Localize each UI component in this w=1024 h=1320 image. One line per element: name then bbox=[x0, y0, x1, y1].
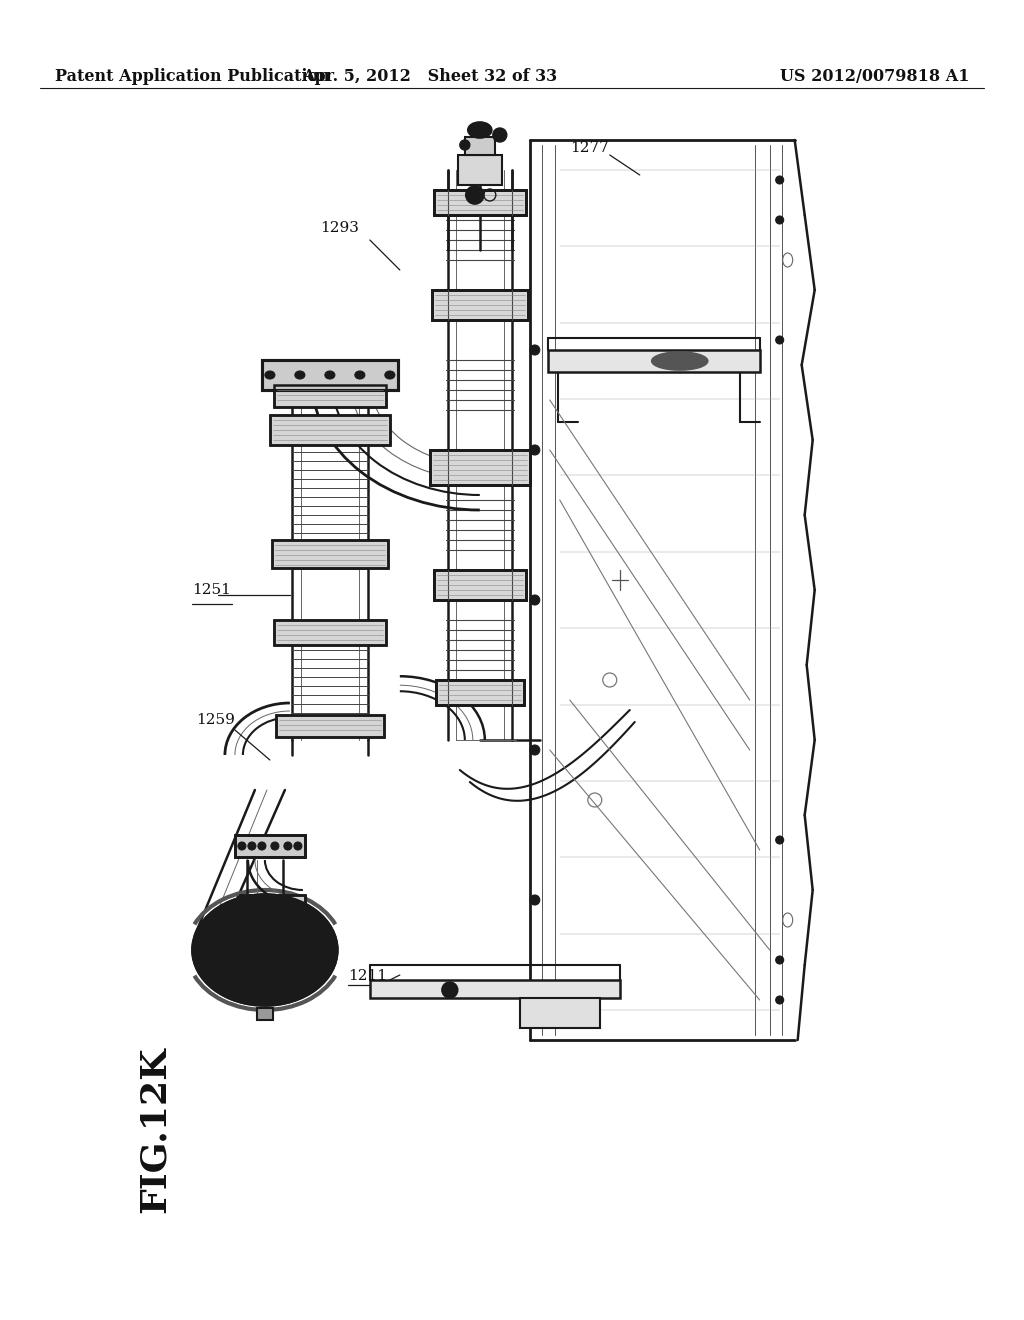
Bar bbox=[432, 290, 527, 319]
Bar bbox=[436, 680, 524, 705]
Text: 1293: 1293 bbox=[319, 220, 358, 235]
Bar bbox=[257, 1008, 272, 1020]
Ellipse shape bbox=[468, 121, 492, 139]
Text: Apr. 5, 2012   Sheet 32 of 33: Apr. 5, 2012 Sheet 32 of 33 bbox=[302, 69, 557, 84]
Bar bbox=[262, 360, 398, 389]
Ellipse shape bbox=[651, 352, 708, 370]
Bar bbox=[275, 715, 384, 737]
Ellipse shape bbox=[776, 956, 783, 964]
Bar bbox=[275, 715, 384, 737]
Bar bbox=[432, 290, 527, 319]
Ellipse shape bbox=[776, 836, 783, 843]
Ellipse shape bbox=[385, 371, 395, 379]
Ellipse shape bbox=[248, 842, 256, 850]
Ellipse shape bbox=[776, 176, 783, 183]
Bar bbox=[273, 385, 386, 407]
Bar bbox=[520, 998, 600, 1028]
Ellipse shape bbox=[529, 744, 540, 755]
Bar bbox=[430, 450, 529, 484]
Bar bbox=[465, 137, 495, 154]
Text: US 2012/0079818 A1: US 2012/0079818 A1 bbox=[779, 69, 969, 84]
Bar bbox=[272, 540, 388, 568]
Bar bbox=[458, 154, 502, 185]
Ellipse shape bbox=[529, 345, 540, 355]
Ellipse shape bbox=[441, 982, 458, 998]
Ellipse shape bbox=[776, 337, 783, 345]
Bar bbox=[272, 540, 388, 568]
Ellipse shape bbox=[284, 842, 292, 850]
Bar bbox=[270, 414, 390, 445]
Bar bbox=[434, 190, 525, 215]
Ellipse shape bbox=[193, 895, 337, 1005]
Bar bbox=[240, 895, 305, 915]
Ellipse shape bbox=[493, 128, 507, 143]
Ellipse shape bbox=[325, 371, 335, 379]
Text: 1259: 1259 bbox=[196, 713, 234, 727]
Ellipse shape bbox=[258, 842, 266, 850]
Bar bbox=[434, 570, 525, 601]
Text: 1277: 1277 bbox=[569, 141, 608, 154]
Ellipse shape bbox=[295, 371, 305, 379]
Bar bbox=[370, 979, 620, 998]
Bar bbox=[434, 190, 525, 215]
Text: FIG.12K: FIG.12K bbox=[138, 1047, 172, 1213]
Bar bbox=[430, 450, 529, 484]
Ellipse shape bbox=[355, 371, 365, 379]
Bar bbox=[270, 414, 390, 445]
Ellipse shape bbox=[466, 186, 483, 205]
Bar bbox=[240, 895, 305, 915]
Bar bbox=[273, 620, 386, 645]
Ellipse shape bbox=[207, 906, 323, 994]
Bar bbox=[234, 836, 305, 857]
Text: 1211: 1211 bbox=[348, 969, 387, 983]
Ellipse shape bbox=[776, 216, 783, 224]
Text: Patent Application Publication: Patent Application Publication bbox=[55, 69, 330, 84]
Ellipse shape bbox=[529, 595, 540, 605]
Ellipse shape bbox=[776, 997, 783, 1005]
Ellipse shape bbox=[238, 842, 246, 850]
Bar bbox=[273, 620, 386, 645]
Ellipse shape bbox=[271, 842, 279, 850]
Ellipse shape bbox=[294, 842, 302, 850]
Ellipse shape bbox=[223, 917, 307, 982]
Bar bbox=[273, 385, 386, 407]
Ellipse shape bbox=[265, 371, 274, 379]
Bar bbox=[436, 680, 524, 705]
Bar bbox=[548, 350, 760, 372]
Bar bbox=[262, 360, 398, 389]
Bar bbox=[434, 570, 525, 601]
Ellipse shape bbox=[529, 895, 540, 906]
Text: 1251: 1251 bbox=[191, 583, 230, 597]
Ellipse shape bbox=[529, 445, 540, 455]
Ellipse shape bbox=[460, 140, 470, 150]
Bar bbox=[234, 836, 305, 857]
